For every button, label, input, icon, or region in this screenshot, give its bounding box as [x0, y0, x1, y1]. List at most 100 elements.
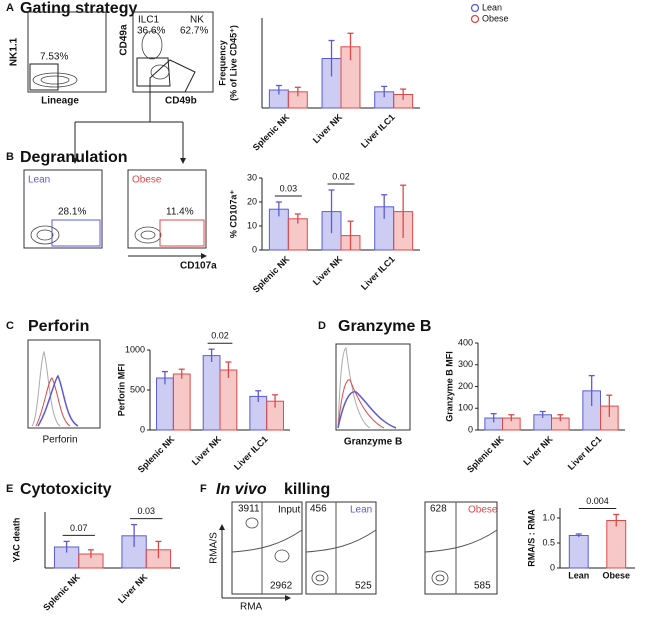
- gate-percent: 11.4%: [166, 207, 194, 218]
- count: 3911: [238, 504, 260, 515]
- gate-percent: 7.53%: [40, 52, 68, 63]
- gate-percent: 62.7%: [180, 26, 208, 37]
- legend-marker: [470, 14, 480, 24]
- panel-title: Perforin: [28, 318, 89, 335]
- y-tick-label: 500: [130, 384, 145, 394]
- x-tick-label: Splenic NK: [136, 434, 177, 475]
- x-tick-label: Splenic NK: [41, 572, 82, 613]
- x-tick-label: Splenic NK: [251, 112, 292, 153]
- y-tick-label: 0: [140, 424, 145, 434]
- legend-label: Lean: [482, 2, 502, 12]
- x-tick-label: Liver ILC1: [359, 254, 397, 292]
- p-value: 0.02: [332, 171, 350, 181]
- y-tick-label: 10: [247, 220, 257, 230]
- x-tick-label: Liver NK: [521, 434, 555, 468]
- y-tick-label: 200: [458, 381, 473, 391]
- sample-label: Lean: [28, 175, 50, 186]
- panel-letter: B: [6, 151, 14, 163]
- bar: [606, 520, 627, 569]
- gate-percent: 28.1%: [58, 207, 86, 218]
- axis-label: Perforin: [42, 435, 77, 446]
- y-tick-label: 20: [247, 196, 257, 206]
- panel-title: Degranulation: [20, 149, 128, 166]
- sample-label: Input: [278, 505, 300, 516]
- x-tick-label: Splenic NK: [465, 434, 506, 475]
- sample-label: Lean: [350, 505, 372, 516]
- flow-plots-a: NK1.1 7.53% Lineage CD49a ILC1 36.6% NK …: [9, 11, 214, 164]
- panel-letter: D: [318, 320, 326, 332]
- bar: [219, 369, 238, 431]
- y-axis-label: Frequency: [217, 40, 227, 86]
- y-axis-label: (% of Live CD45⁺): [228, 25, 238, 101]
- y-axis-label: Granzyme B MFI: [444, 351, 454, 422]
- p-value: 0.02: [211, 331, 229, 341]
- legend-label: Obese: [482, 13, 509, 23]
- y-tick-label: 0: [468, 424, 473, 434]
- x-tick-label: Lean: [568, 570, 589, 580]
- y-tick-label: 300: [458, 359, 473, 369]
- x-tick-label: Liver ILC1: [359, 112, 397, 150]
- axis-label: Lineage: [41, 96, 79, 107]
- x-tick-label: Liver ILC1: [566, 434, 604, 472]
- p-value: 0.004: [586, 496, 609, 506]
- gate-name: NK: [190, 15, 204, 26]
- x-tick-label: Splenic NK: [251, 254, 292, 295]
- bar: [156, 377, 174, 431]
- gate-percent: 36.6%: [137, 26, 165, 37]
- bar: [172, 373, 191, 431]
- x-tick-label: Liver NK: [116, 572, 150, 606]
- count: 628: [430, 504, 447, 515]
- x-tick-label: Obese: [602, 570, 630, 580]
- panel-letter: A: [6, 2, 14, 14]
- axis-label: CD49a: [119, 24, 130, 56]
- panel-titles: A Gating strategy B Degranulation C Perf…: [6, 0, 431, 498]
- y-tick-label: 0: [252, 244, 257, 254]
- y-axis-label: Perforin MFI: [116, 364, 126, 417]
- y-tick-label: 1000: [125, 344, 145, 354]
- y-tick-label: 0: [550, 562, 555, 572]
- gate-name: ILC1: [138, 15, 160, 26]
- panel-title: Cytotoxicity: [20, 481, 112, 498]
- y-tick-label: 0.5: [542, 537, 555, 547]
- axis-label: CD107a: [180, 261, 217, 272]
- panel-title: killing: [284, 481, 330, 498]
- sample-label: Obese: [468, 505, 498, 516]
- axis-label: RMA/S: [209, 532, 220, 564]
- flow-plots-b: Lean 28.1% Obese 11.4% CD107a: [23, 169, 217, 272]
- axis-label: RMA: [240, 602, 263, 613]
- flow-plots-f: 3911 Input 2962 456 Lean 525 628 Obese 5…: [209, 501, 498, 613]
- p-value: 0.03: [280, 183, 298, 193]
- axis-label: Granzyme B: [344, 437, 402, 448]
- y-tick-label: 400: [458, 337, 473, 347]
- panel-title: Gating strategy: [20, 0, 137, 17]
- histograms: Perforin Granzyme B: [27, 339, 411, 448]
- sample-label: Obese: [132, 175, 162, 186]
- y-axis-label: % CD107a⁺: [228, 190, 238, 239]
- axis-label: CD49b: [165, 96, 197, 107]
- y-axis-label: RMA/S : RMA: [526, 509, 536, 567]
- panel-letter: C: [6, 320, 14, 332]
- count: 525: [355, 581, 372, 592]
- count: 456: [310, 504, 327, 515]
- y-tick-label: 1.0: [542, 512, 555, 522]
- p-value: 0.03: [137, 506, 155, 516]
- x-tick-label: Liver NK: [311, 254, 345, 288]
- legend-marker: [470, 3, 480, 13]
- panel-letter: E: [6, 483, 13, 495]
- x-tick-label: Liver NK: [311, 112, 345, 146]
- y-tick-label: 100: [458, 403, 473, 413]
- panel-title: In vivo: [216, 481, 267, 498]
- x-tick-label: Liver ILC1: [232, 434, 270, 472]
- y-tick-label: 30: [247, 172, 257, 182]
- panel-letter: F: [200, 483, 207, 495]
- y-axis-label: YAC death: [11, 518, 21, 563]
- bar: [568, 535, 589, 569]
- bar: [202, 355, 221, 431]
- panel-title: Granzyme B: [338, 318, 431, 335]
- count: 585: [474, 581, 491, 592]
- axis-label: NK1.1: [9, 37, 20, 66]
- p-value: 0.07: [70, 523, 88, 533]
- x-tick-label: Liver NK: [190, 434, 224, 468]
- count: 2962: [270, 581, 293, 592]
